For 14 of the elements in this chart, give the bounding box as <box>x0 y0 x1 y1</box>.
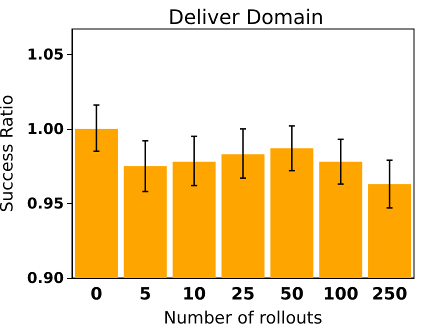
x-tick-label: 50 <box>280 284 304 304</box>
y-axis-title: Success Ratio <box>0 94 18 212</box>
y-tick-label: 1.00 <box>26 120 64 138</box>
x-axis-title: Number of rollouts <box>164 308 322 328</box>
x-tick-label: 5 <box>139 284 152 304</box>
y-tick-label: 0.90 <box>26 269 64 287</box>
x-tick-label: 250 <box>372 284 408 304</box>
x-tick-label: 10 <box>182 284 206 304</box>
y-tick-label: 0.95 <box>26 194 64 212</box>
x-tick-label: 0 <box>90 284 103 304</box>
y-tick-label: 1.05 <box>26 45 64 64</box>
x-tick-label: 100 <box>322 284 359 304</box>
chart-title: Deliver Domain <box>168 5 324 29</box>
x-tick-label: 25 <box>231 284 255 304</box>
